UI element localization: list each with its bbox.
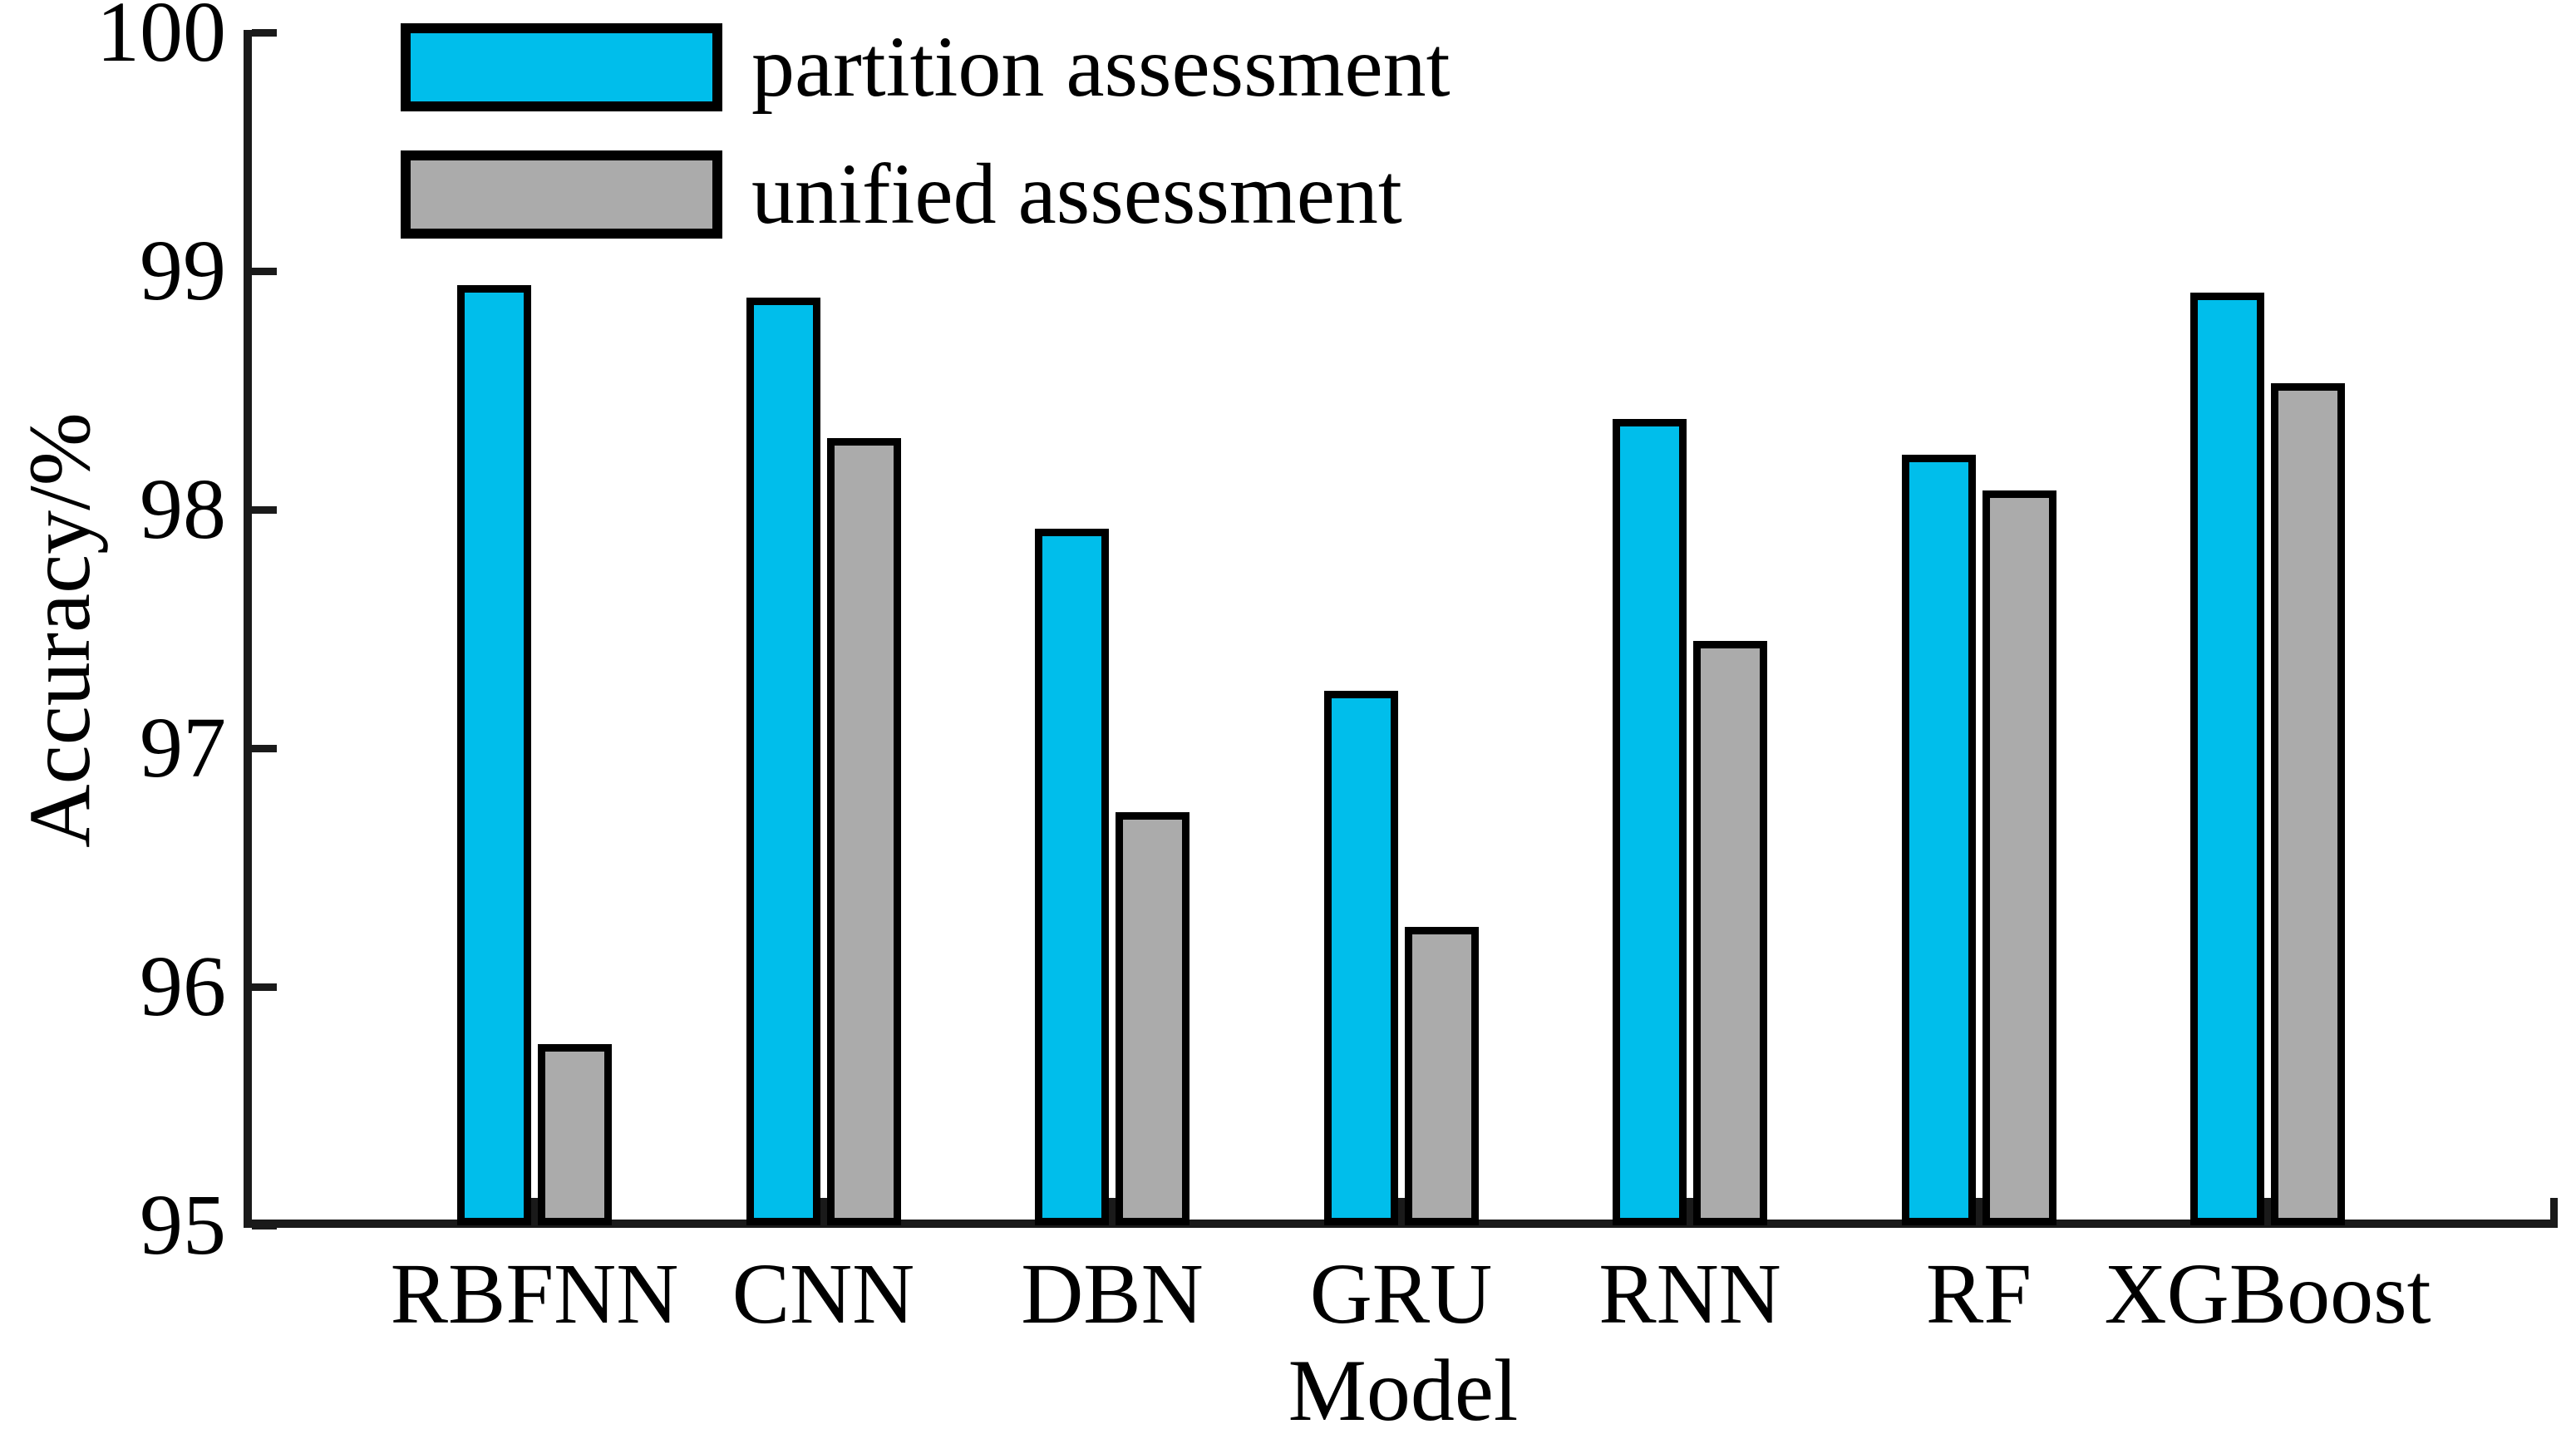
x-axis-end-tick bbox=[2550, 1198, 2558, 1222]
legend-swatch-partition bbox=[401, 23, 722, 111]
x-tick-XGBoost bbox=[2263, 1198, 2272, 1222]
x-tick-label-XGBoost: XGBoost bbox=[2104, 1246, 2431, 1342]
x-tick-GRU bbox=[1397, 1198, 1405, 1222]
bar-unified-RNN bbox=[1693, 640, 1767, 1225]
legend-label-partition: partition assessment bbox=[751, 19, 1451, 115]
bar-partition-GRU bbox=[1323, 691, 1398, 1225]
y-tick-label-95: 95 bbox=[140, 1177, 226, 1273]
bar-partition-RF bbox=[1901, 454, 1976, 1225]
y-tick-label-100: 100 bbox=[96, 0, 226, 80]
x-tick-label-RF: RF bbox=[1925, 1246, 2032, 1342]
bar-unified-RBFNN bbox=[538, 1043, 612, 1225]
y-tick-99 bbox=[252, 267, 277, 275]
bar-partition-XGBoost bbox=[2190, 292, 2264, 1225]
bar-partition-CNN bbox=[746, 297, 820, 1225]
x-tick-label-CNN: CNN bbox=[731, 1246, 915, 1342]
bar-partition-RNN bbox=[1613, 418, 1687, 1225]
y-tick-95 bbox=[252, 1221, 277, 1229]
y-tick-100 bbox=[252, 28, 277, 37]
x-tick-CNN bbox=[820, 1198, 827, 1222]
y-axis-spine bbox=[244, 30, 252, 1228]
x-axis-spine bbox=[244, 1220, 2558, 1228]
y-tick-98 bbox=[252, 505, 277, 514]
legend-label-unified: unified assessment bbox=[751, 146, 1402, 242]
bar-unified-CNN bbox=[826, 437, 901, 1225]
bar-partition-DBN bbox=[1035, 528, 1109, 1225]
x-tick-label-RBFNN: RBFNN bbox=[390, 1246, 679, 1342]
bar-unified-GRU bbox=[1404, 927, 1479, 1225]
bar-unified-DBN bbox=[1116, 812, 1189, 1225]
y-tick-label-99: 99 bbox=[140, 223, 226, 318]
y-tick-97 bbox=[252, 744, 277, 752]
bar-unified-RF bbox=[1982, 490, 2056, 1225]
x-tick-RNN bbox=[1686, 1198, 1694, 1222]
y-axis-title: Accuracy/% bbox=[11, 412, 108, 848]
x-tick-DBN bbox=[1108, 1198, 1116, 1222]
y-tick-96 bbox=[252, 983, 277, 991]
bar-partition-RBFNN bbox=[457, 285, 531, 1225]
y-tick-label-98: 98 bbox=[140, 461, 226, 557]
x-tick-RBFNN bbox=[530, 1198, 539, 1222]
bar-unified-XGBoost bbox=[2271, 382, 2345, 1225]
x-tick-label-RNN: RNN bbox=[1598, 1246, 1781, 1342]
x-tick-label-DBN: DBN bbox=[1021, 1246, 1204, 1342]
legend-swatch-unified bbox=[401, 150, 722, 239]
x-tick-RF bbox=[1975, 1198, 1982, 1222]
x-tick-label-GRU: GRU bbox=[1309, 1246, 1493, 1342]
y-tick-label-96: 96 bbox=[140, 939, 226, 1034]
y-tick-label-97: 97 bbox=[140, 700, 226, 796]
x-axis-title: Model bbox=[1288, 1342, 1519, 1434]
